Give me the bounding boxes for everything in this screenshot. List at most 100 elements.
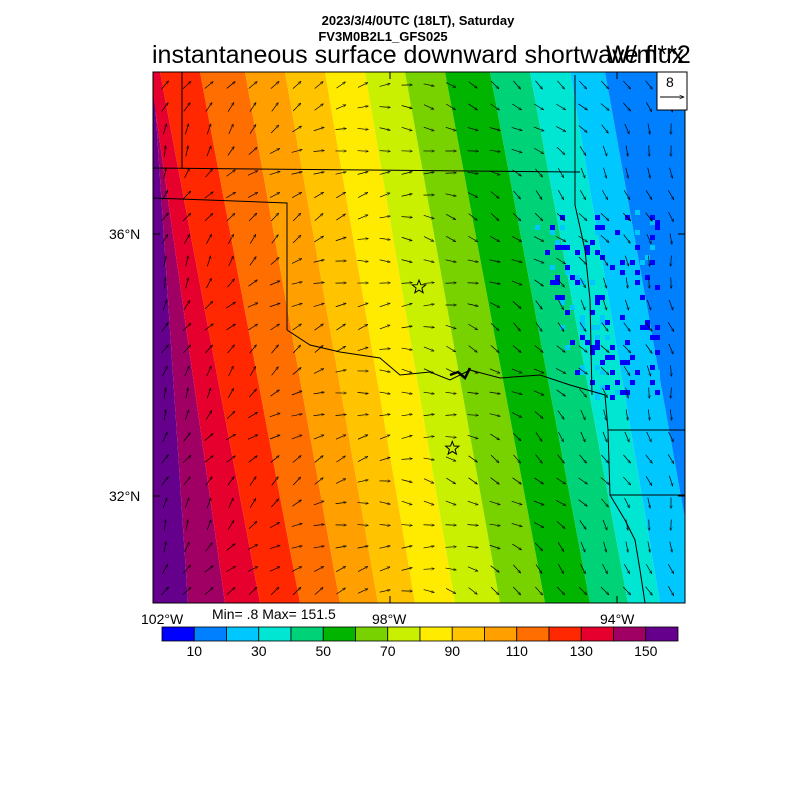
wind-arrow (228, 256, 234, 267)
wind-arrow (555, 236, 566, 242)
wind-arrow (401, 368, 412, 373)
colorbar (161, 626, 679, 642)
wind-arrow (271, 477, 279, 486)
wind-arrow (423, 83, 435, 86)
wind-arrow (669, 233, 672, 245)
wind-arrow (270, 257, 279, 265)
noise-cell (600, 385, 605, 390)
wind-arrow (269, 148, 280, 154)
wind-arrow (164, 520, 165, 531)
wind-arrow (271, 235, 279, 244)
noise-cell (595, 345, 600, 350)
wind-arrow (314, 81, 323, 89)
wind-arrow (249, 476, 256, 486)
wind-arrow (227, 279, 234, 288)
wind-arrow (645, 454, 653, 464)
colorbar-swatch (161, 626, 195, 642)
wind-arrow (335, 546, 347, 549)
noise-cell (565, 310, 570, 315)
wind-arrow (600, 213, 609, 220)
wind-arrow (578, 477, 587, 484)
wind-arrow (512, 212, 521, 221)
wind-arrow (489, 500, 500, 504)
wind-arrow (206, 256, 210, 267)
wind-arrow (624, 255, 628, 266)
wind-arrow (556, 389, 566, 396)
plot-title: instantaneous surface downward shortwave… (152, 41, 685, 69)
wind-arrow (423, 346, 434, 351)
wind-arrow (556, 146, 565, 155)
noise-cell (645, 275, 650, 280)
wind-arrow (535, 80, 542, 89)
noise-cell (575, 250, 580, 255)
noise-cell (620, 270, 625, 275)
wind-arrow (558, 299, 564, 310)
wind-arrow (512, 345, 521, 352)
noise-cell (605, 335, 610, 340)
wind-arrow (557, 542, 565, 551)
wind-arrow (379, 325, 390, 330)
colorbar-swatch (451, 626, 485, 642)
wind-arrow (671, 387, 672, 399)
wind-arrow (292, 367, 301, 375)
wind-arrow (248, 411, 257, 419)
wind-arrow (602, 299, 606, 310)
wind-arrow (489, 127, 501, 131)
flux-band (153, 72, 225, 603)
noise-cell (650, 235, 655, 240)
wind-arrow (646, 431, 652, 442)
wind-arrow (667, 322, 675, 331)
wind-arrow (534, 542, 543, 551)
wind-arrow (357, 128, 369, 129)
red-river-border (286, 329, 606, 396)
wind-arrow (161, 213, 168, 222)
wind-arrow (271, 103, 279, 112)
wind-arrow (270, 390, 280, 397)
noise-cell (645, 320, 650, 325)
wind-arrow (533, 500, 544, 505)
noise-cell (565, 245, 570, 250)
wind-arrow (468, 103, 477, 110)
noise-cell (655, 350, 660, 355)
wind-arrow (445, 500, 456, 505)
wind-arrow (669, 541, 672, 553)
wind-arrow (670, 409, 671, 421)
wind-arrow (649, 387, 650, 399)
wind-arrow (511, 412, 522, 418)
wind-arrow (557, 80, 564, 89)
wind-arrow (248, 587, 257, 595)
noise-cell (560, 225, 565, 230)
noise-cell (650, 215, 655, 220)
wind-arrow (291, 303, 303, 307)
wind-arrow (512, 301, 521, 308)
oklahoma-arkansas-border (574, 172, 593, 396)
noise-cell (605, 385, 610, 390)
wind-arrow (162, 432, 168, 443)
star-icon (444, 439, 461, 456)
wind-arrow (668, 343, 674, 354)
wind-arrow (623, 190, 631, 199)
wind-arrow (357, 303, 368, 308)
colorbar-swatch (613, 626, 647, 642)
noise-cell (575, 275, 580, 280)
wind-arrow (401, 347, 413, 350)
noise-cell (620, 260, 625, 265)
wind-arrow (623, 102, 630, 111)
noise-cell (650, 365, 655, 370)
colorbar-label: 50 (315, 643, 332, 659)
wind-arrow (205, 410, 213, 420)
wind-arrow (314, 191, 323, 199)
colorbar-swatch (322, 626, 356, 642)
wind-arrow (206, 388, 210, 399)
wind-arrow (511, 127, 523, 130)
wind-arrow (249, 257, 256, 266)
wind-arrow (623, 454, 630, 463)
wind-arrow (247, 302, 258, 308)
noise-cell (570, 305, 575, 310)
wind-arrow (671, 255, 672, 267)
wind-arrow (646, 233, 652, 244)
wind-arrow (579, 146, 587, 155)
wind-arrow (445, 392, 457, 393)
wind-arrow (649, 277, 650, 289)
noise-cell (590, 380, 595, 385)
